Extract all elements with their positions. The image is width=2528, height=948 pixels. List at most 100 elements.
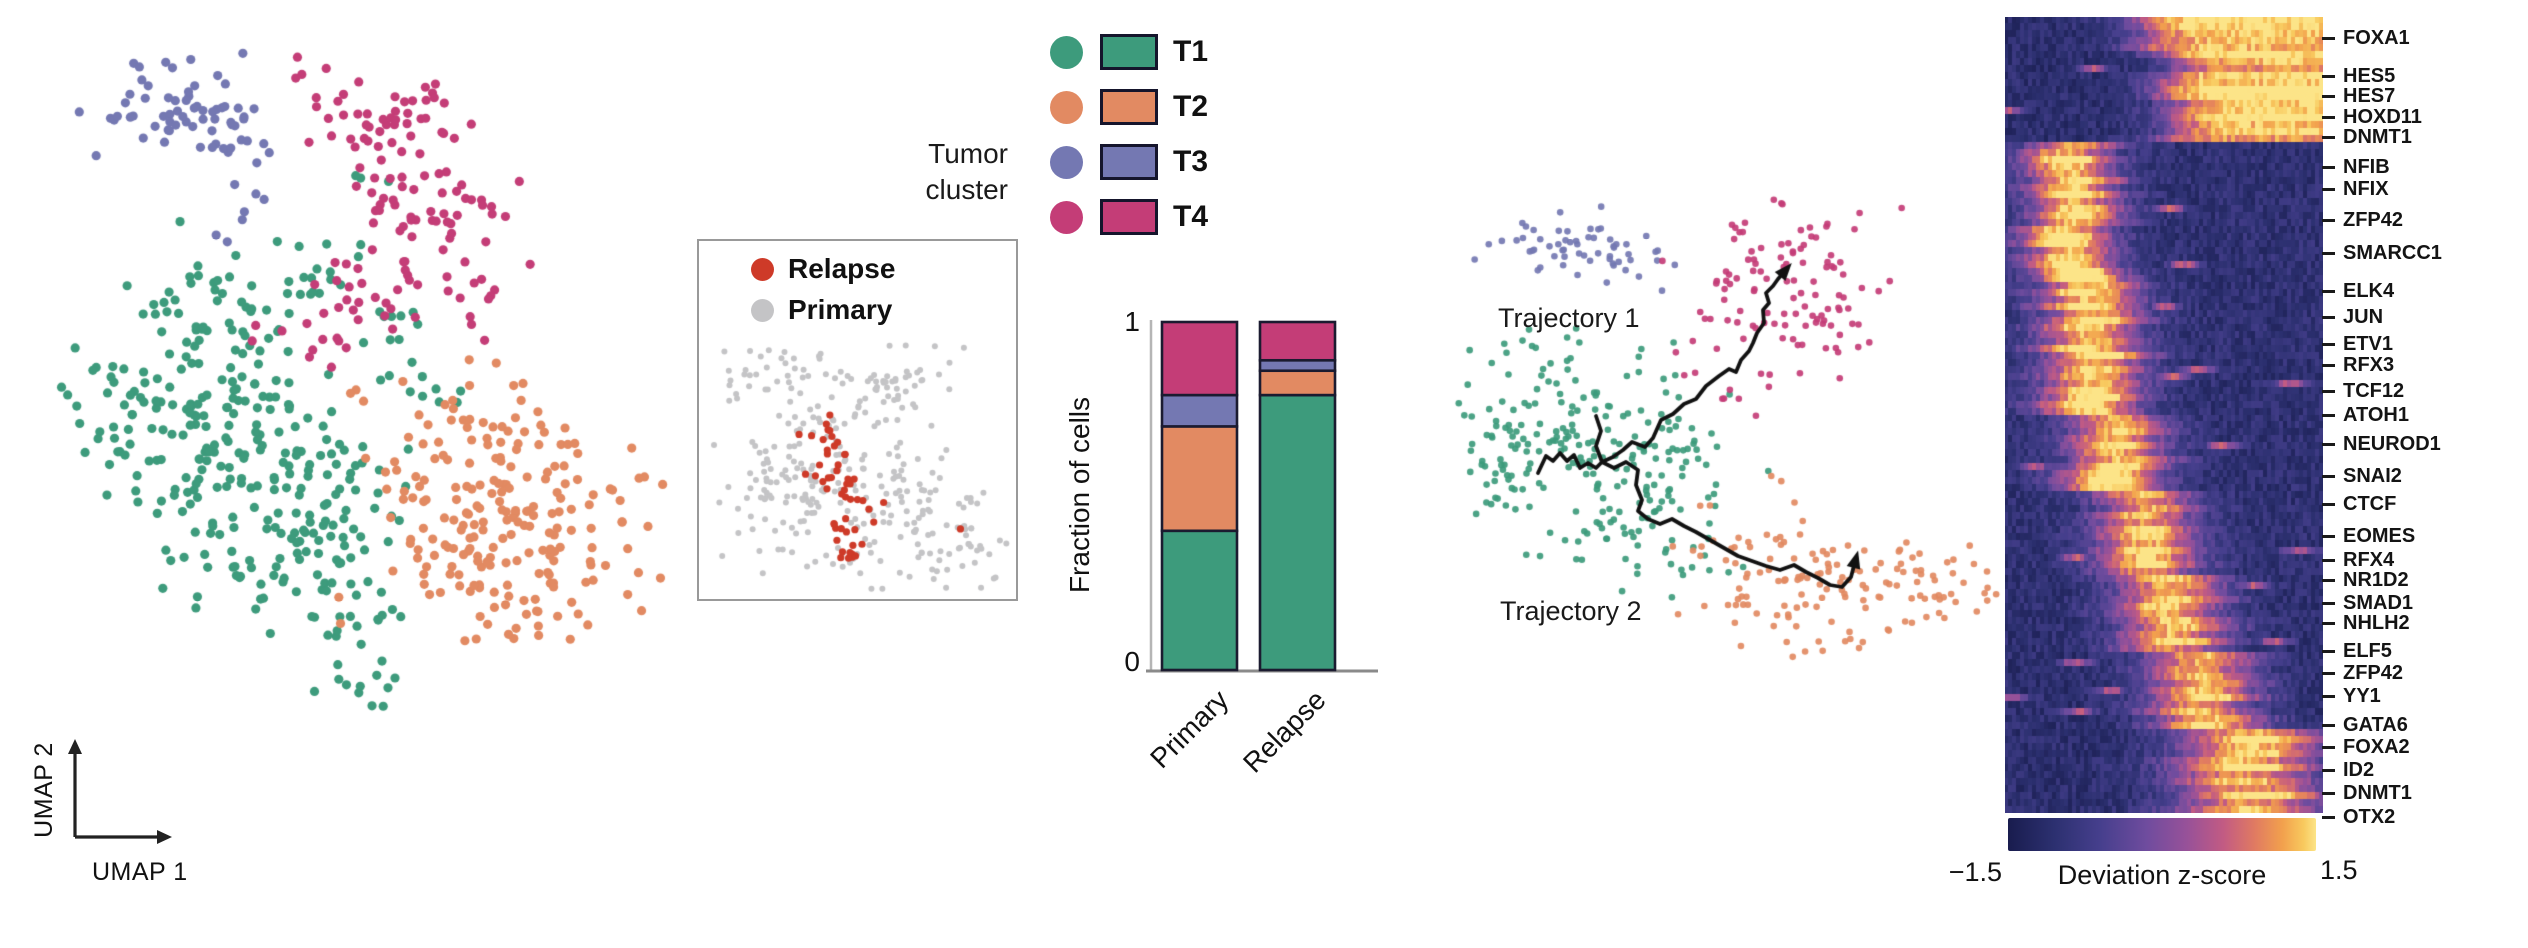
gene-tick-mark-icon xyxy=(2322,502,2335,506)
gene-tick-mark-icon xyxy=(2322,474,2335,478)
gene-tick-mark-icon xyxy=(2322,723,2335,727)
legend-label: T3 xyxy=(1173,145,1209,178)
gene-name: ID2 xyxy=(2343,758,2375,781)
gene-label: RFX3 xyxy=(2322,354,2394,376)
cluster-legend-title: Tumor cluster xyxy=(925,138,1008,205)
gene-name: DNMT1 xyxy=(2343,781,2412,804)
gene-name: HES7 xyxy=(2343,84,2396,107)
inset-legend-item-primary: Primary xyxy=(751,293,892,327)
gene-name: OTX2 xyxy=(2343,805,2396,828)
gene-label: JUN xyxy=(2322,306,2383,328)
gene-label: OTX2 xyxy=(2322,806,2395,828)
gene-label: ZFP42 xyxy=(2322,209,2403,231)
gene-name: ELK4 xyxy=(2343,279,2395,302)
gene-tick-mark-icon xyxy=(2322,218,2335,222)
colorbar xyxy=(2008,818,2316,851)
gene-tick-mark-icon xyxy=(2322,74,2335,78)
gene-tick-mark-icon xyxy=(2322,342,2335,346)
bar-y-axis-label: Fraction of cells xyxy=(1064,396,1095,594)
gene-label: FOXA2 xyxy=(2322,736,2410,758)
legend-label: T4 xyxy=(1173,200,1209,233)
gene-label: ETV1 xyxy=(2322,333,2393,355)
gene-tick-mark-icon xyxy=(2322,315,2335,319)
legend-item-t3: T3 xyxy=(1050,144,1208,180)
gene-name: ZFP42 xyxy=(2343,661,2404,684)
relapse-dot-swatch-icon xyxy=(751,257,774,281)
gene-tick-mark-icon xyxy=(2322,671,2335,675)
gene-tick-mark-icon xyxy=(2322,135,2335,139)
gene-label: DNMT1 xyxy=(2322,126,2412,148)
umap-axis-arrows-icon xyxy=(68,739,172,844)
gene-label: CTCF xyxy=(2322,493,2396,515)
bar-segment-relapse-t4 xyxy=(1258,320,1337,362)
fraction-of-cells-bar-chart xyxy=(1146,320,1378,673)
t1-rect-swatch-icon xyxy=(1100,34,1158,70)
gene-label: ATOH1 xyxy=(2322,404,2409,426)
inset-legend-label: Relapse xyxy=(788,253,896,284)
gene-label: RFX4 xyxy=(2322,549,2394,571)
gene-tick-mark-icon xyxy=(2322,289,2335,293)
gene-tick-mark-icon xyxy=(2322,558,2335,562)
gene-label: TCF12 xyxy=(2322,380,2404,402)
gene-name: CTCF xyxy=(2343,492,2397,515)
gene-tick-mark-icon xyxy=(2322,578,2335,582)
gene-name: NEUROD1 xyxy=(2343,432,2441,455)
gene-name: GATA6 xyxy=(2343,713,2408,736)
bar-segment-primary-t2 xyxy=(1160,425,1239,533)
t1-dot-swatch-icon xyxy=(1050,35,1083,69)
gene-tick-mark-icon xyxy=(2322,768,2335,772)
gene-name: TCF12 xyxy=(2343,379,2405,402)
deviation-zscore-heatmap-canvas xyxy=(2005,17,2323,813)
gene-name: ELF5 xyxy=(2343,639,2392,662)
legend-label: T1 xyxy=(1173,35,1209,68)
gene-name: JUN xyxy=(2343,305,2384,328)
inset-legend-item-relapse: Relapse xyxy=(751,252,895,286)
gene-label: SMAD1 xyxy=(2322,592,2413,614)
gene-name: RFX4 xyxy=(2343,548,2395,571)
gene-tick-mark-icon xyxy=(2322,815,2335,819)
gene-tick-mark-icon xyxy=(2322,442,2335,446)
gene-label: DNMT1 xyxy=(2322,782,2412,804)
gene-label: FOXA1 xyxy=(2322,27,2410,49)
gene-name: SMAD1 xyxy=(2343,591,2414,614)
gene-tick-mark-icon xyxy=(2322,621,2335,625)
gene-tick-mark-icon xyxy=(2322,649,2335,653)
gene-name: SMARCC1 xyxy=(2343,241,2442,264)
gene-tick-mark-icon xyxy=(2322,413,2335,417)
gene-name: HES5 xyxy=(2343,64,2396,87)
gene-label: HES5 xyxy=(2322,65,2395,87)
legend-item-t4: T4 xyxy=(1050,199,1208,235)
gene-label: ZFP42 xyxy=(2322,662,2403,684)
colorbar-title: Deviation z-score xyxy=(2057,860,2267,890)
trajectory-1-label: Trajectory 1 xyxy=(1498,303,1640,333)
cluster-legend: T1 T2 T3 T4 xyxy=(1050,34,1208,254)
colorbar-min-label: −1.5 xyxy=(1948,857,2002,887)
gene-name: ATOH1 xyxy=(2343,403,2409,426)
gene-label: ID2 xyxy=(2322,759,2374,781)
gene-tick-mark-icon xyxy=(2322,389,2335,393)
colorbar-max-label: 1.5 xyxy=(2320,855,2358,885)
gene-name: NR1D2 xyxy=(2343,568,2409,591)
gene-name: HOXD11 xyxy=(2343,105,2422,128)
gene-tick-mark-icon xyxy=(2322,94,2335,98)
gene-tick-mark-icon xyxy=(2322,694,2335,698)
gene-name: RFX3 xyxy=(2343,353,2395,376)
gene-tick-mark-icon xyxy=(2322,251,2335,255)
gene-label: SMARCC1 xyxy=(2322,242,2442,264)
gene-tick-mark-icon xyxy=(2322,36,2335,40)
umap-x-axis-label: UMAP 1 xyxy=(92,858,188,886)
gene-label: ELF5 xyxy=(2322,640,2392,662)
gene-tick-mark-icon xyxy=(2322,363,2335,367)
trajectory-2-label: Trajectory 2 xyxy=(1500,596,1642,626)
gene-tick-mark-icon xyxy=(2322,187,2335,191)
gene-label: ELK4 xyxy=(2322,280,2394,302)
gene-tick-mark-icon xyxy=(2322,791,2335,795)
gene-label: HES7 xyxy=(2322,85,2395,107)
gene-tick-mark-icon xyxy=(2322,745,2335,749)
gene-name: NFIX xyxy=(2343,177,2389,200)
bar-segment-primary-t4 xyxy=(1160,320,1239,397)
gene-name: NFIB xyxy=(2343,155,2390,178)
gene-label: SNAI2 xyxy=(2322,465,2402,487)
gene-tick-mark-icon xyxy=(2322,115,2335,119)
